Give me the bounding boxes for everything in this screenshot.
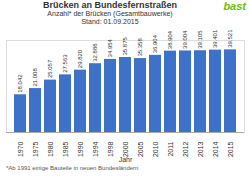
html-text:Anzahl* der Brücken (Gesamtbau: Anzahl* der Brücken (Gesamtbauwerke) (47, 10, 173, 17)
svg-text:1975: 1975 (32, 141, 39, 157)
svg-text:21.008: 21.008 (32, 68, 38, 87)
svg-text:Jahr: Jahr (119, 156, 133, 163)
html-text:Brücken an Bundesfernstraßen: Brücken an Bundesfernstraßen (43, 0, 177, 10)
svg-text:1994: 1994 (92, 141, 99, 157)
html-text:Stand: 01.09.2015: Stand: 01.09.2015 (81, 18, 139, 25)
svg-text:2010: 2010 (152, 141, 159, 157)
html-text:*Ab 1991 einige Bauteile in ne: *Ab 1991 einige Bauteile in neuen Bundes… (6, 165, 139, 171)
svg-text:2014: 2014 (212, 141, 219, 157)
svg-text:2015: 2015 (227, 141, 234, 157)
svg-text:39.401: 39.401 (212, 29, 218, 48)
svg-text:38.904: 38.904 (167, 30, 173, 49)
svg-text:35.358: 35.358 (137, 38, 143, 57)
html-text:bast: bast (223, 0, 246, 12)
svg-text:2005: 2005 (137, 141, 144, 157)
svg-text:2011: 2011 (167, 141, 174, 156)
svg-text:39.004: 39.004 (182, 30, 188, 49)
svg-text:39.521: 39.521 (227, 29, 233, 48)
svg-text:18.042: 18.042 (17, 74, 23, 93)
svg-text:1990: 1990 (77, 141, 84, 157)
svg-text:34.954: 34.954 (107, 38, 113, 57)
svg-text:39.105: 39.105 (197, 30, 203, 49)
svg-text:29.820: 29.820 (77, 49, 83, 68)
svg-text:25.057: 25.057 (47, 59, 53, 78)
svg-text:1998: 1998 (107, 141, 114, 157)
svg-text:2013: 2013 (197, 141, 204, 157)
svg-text:36.904: 36.904 (152, 34, 158, 53)
svg-text:2000: 2000 (121, 141, 129, 158)
svg-text:1980: 1980 (47, 141, 54, 157)
svg-text:27.563: 27.563 (62, 54, 68, 73)
svg-text:35.875: 35.875 (122, 36, 128, 55)
svg-text:1985: 1985 (62, 141, 69, 157)
svg-text:32.888: 32.888 (92, 43, 98, 62)
svg-text:2012: 2012 (182, 141, 189, 157)
svg-text:1970: 1970 (17, 141, 24, 157)
